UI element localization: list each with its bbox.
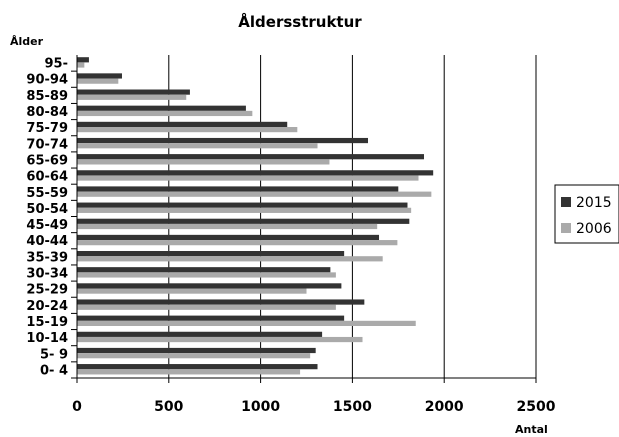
bar-2015-65-69 (77, 154, 425, 160)
bar-2015-15-19 (77, 315, 345, 321)
bar-2006-85-89 (77, 94, 187, 100)
category-label-95-: 95- (45, 57, 69, 72)
bar-2015-45-49 (77, 218, 410, 224)
bar-2015-85-89 (77, 89, 190, 95)
category-label-5-9: 5- 9 (40, 347, 68, 362)
category-label-10-14: 10-14 (26, 331, 68, 346)
bar-2015-20-24 (77, 299, 365, 305)
bars (77, 57, 434, 375)
x-axis-label: Antal (515, 423, 548, 436)
legend: 2015 2006 (554, 184, 619, 244)
x-tick-label-500: 500 (154, 399, 183, 415)
bar-2006-15-19 (77, 320, 416, 326)
legend-box (554, 184, 619, 244)
bar-2015-40-44 (77, 234, 380, 241)
gridlines (168, 55, 537, 378)
category-label-90-94: 90-94 (26, 73, 68, 88)
chart-title: Åldersstruktur (238, 12, 362, 31)
category-label-35-39: 35-39 (26, 250, 68, 265)
bar-2015-50-54 (77, 202, 408, 208)
bar-2006-95- (77, 62, 85, 68)
category-label-85-89: 85-89 (26, 89, 68, 104)
bar-2006-55-59 (77, 191, 432, 197)
bar-2015-60-64 (77, 170, 434, 176)
category-label-50-54: 50-54 (26, 202, 68, 217)
bar-2006-90-94 (77, 78, 119, 84)
bar-2006-70-74 (77, 143, 318, 149)
bar-2006-30-34 (77, 272, 336, 278)
bar-2015-35-39 (77, 251, 345, 257)
bar-2006-5-9 (77, 353, 311, 359)
bar-2006-45-49 (77, 223, 378, 230)
x-tick-label-2000: 2000 (425, 399, 464, 415)
bar-2006-0-4 (77, 369, 301, 375)
bar-2006-10-14 (77, 336, 363, 343)
bar-2015-55-59 (77, 186, 399, 192)
axes (71, 55, 537, 383)
bar-2006-75-79 (77, 127, 298, 133)
category-label-20-24: 20-24 (26, 299, 68, 314)
y-axis-label: Ålder (10, 35, 44, 48)
category-label-75-79: 75-79 (26, 121, 68, 136)
category-label-65-69: 65-69 (26, 153, 68, 168)
legend-label-2015: 2015 (576, 195, 612, 211)
bar-2015-80-84 (77, 105, 246, 111)
legend-swatch-2015 (561, 197, 571, 207)
bar-2015-30-34 (77, 267, 331, 273)
category-label-70-74: 70-74 (26, 137, 68, 152)
x-tick-label-1000: 1000 (241, 399, 280, 415)
bar-2006-20-24 (77, 304, 336, 310)
category-label-15-19: 15-19 (26, 315, 68, 330)
category-label-30-34: 30-34 (26, 267, 68, 282)
category-label-60-64: 60-64 (26, 170, 68, 185)
bar-2006-25-29 (77, 288, 307, 294)
x-tick-label-2500: 2500 (517, 399, 556, 415)
bar-2015-10-14 (77, 331, 323, 337)
bar-2015-75-79 (77, 121, 288, 127)
category-label-45-49: 45-49 (26, 218, 68, 233)
bar-2015-0-4 (77, 364, 318, 370)
bar-2015-70-74 (77, 137, 369, 144)
legend-label-2006: 2006 (576, 221, 612, 237)
bar-2015-90-94 (77, 73, 122, 79)
category-label-0-4: 0- 4 (40, 363, 68, 378)
x-tick-label-1500: 1500 (333, 399, 372, 415)
category-label-25-29: 25-29 (26, 283, 68, 298)
bar-2015-25-29 (77, 283, 342, 289)
category-label-55-59: 55-59 (26, 186, 68, 201)
bar-2006-35-39 (77, 256, 383, 262)
bar-2006-60-64 (77, 175, 419, 181)
bar-2015-95- (77, 57, 89, 63)
x-tick-labels: 0 500 1000 1500 2000 2500 (72, 399, 556, 415)
legend-swatch-2006 (561, 223, 571, 233)
category-label-40-44: 40-44 (26, 234, 68, 249)
category-label-80-84: 80-84 (26, 105, 68, 120)
bar-2006-80-84 (77, 110, 253, 117)
bar-2006-50-54 (77, 207, 412, 213)
bar-2015-5-9 (77, 347, 316, 354)
bar-2006-40-44 (77, 240, 398, 246)
x-tick-label-0: 0 (72, 399, 82, 415)
bar-2006-65-69 (77, 159, 330, 165)
